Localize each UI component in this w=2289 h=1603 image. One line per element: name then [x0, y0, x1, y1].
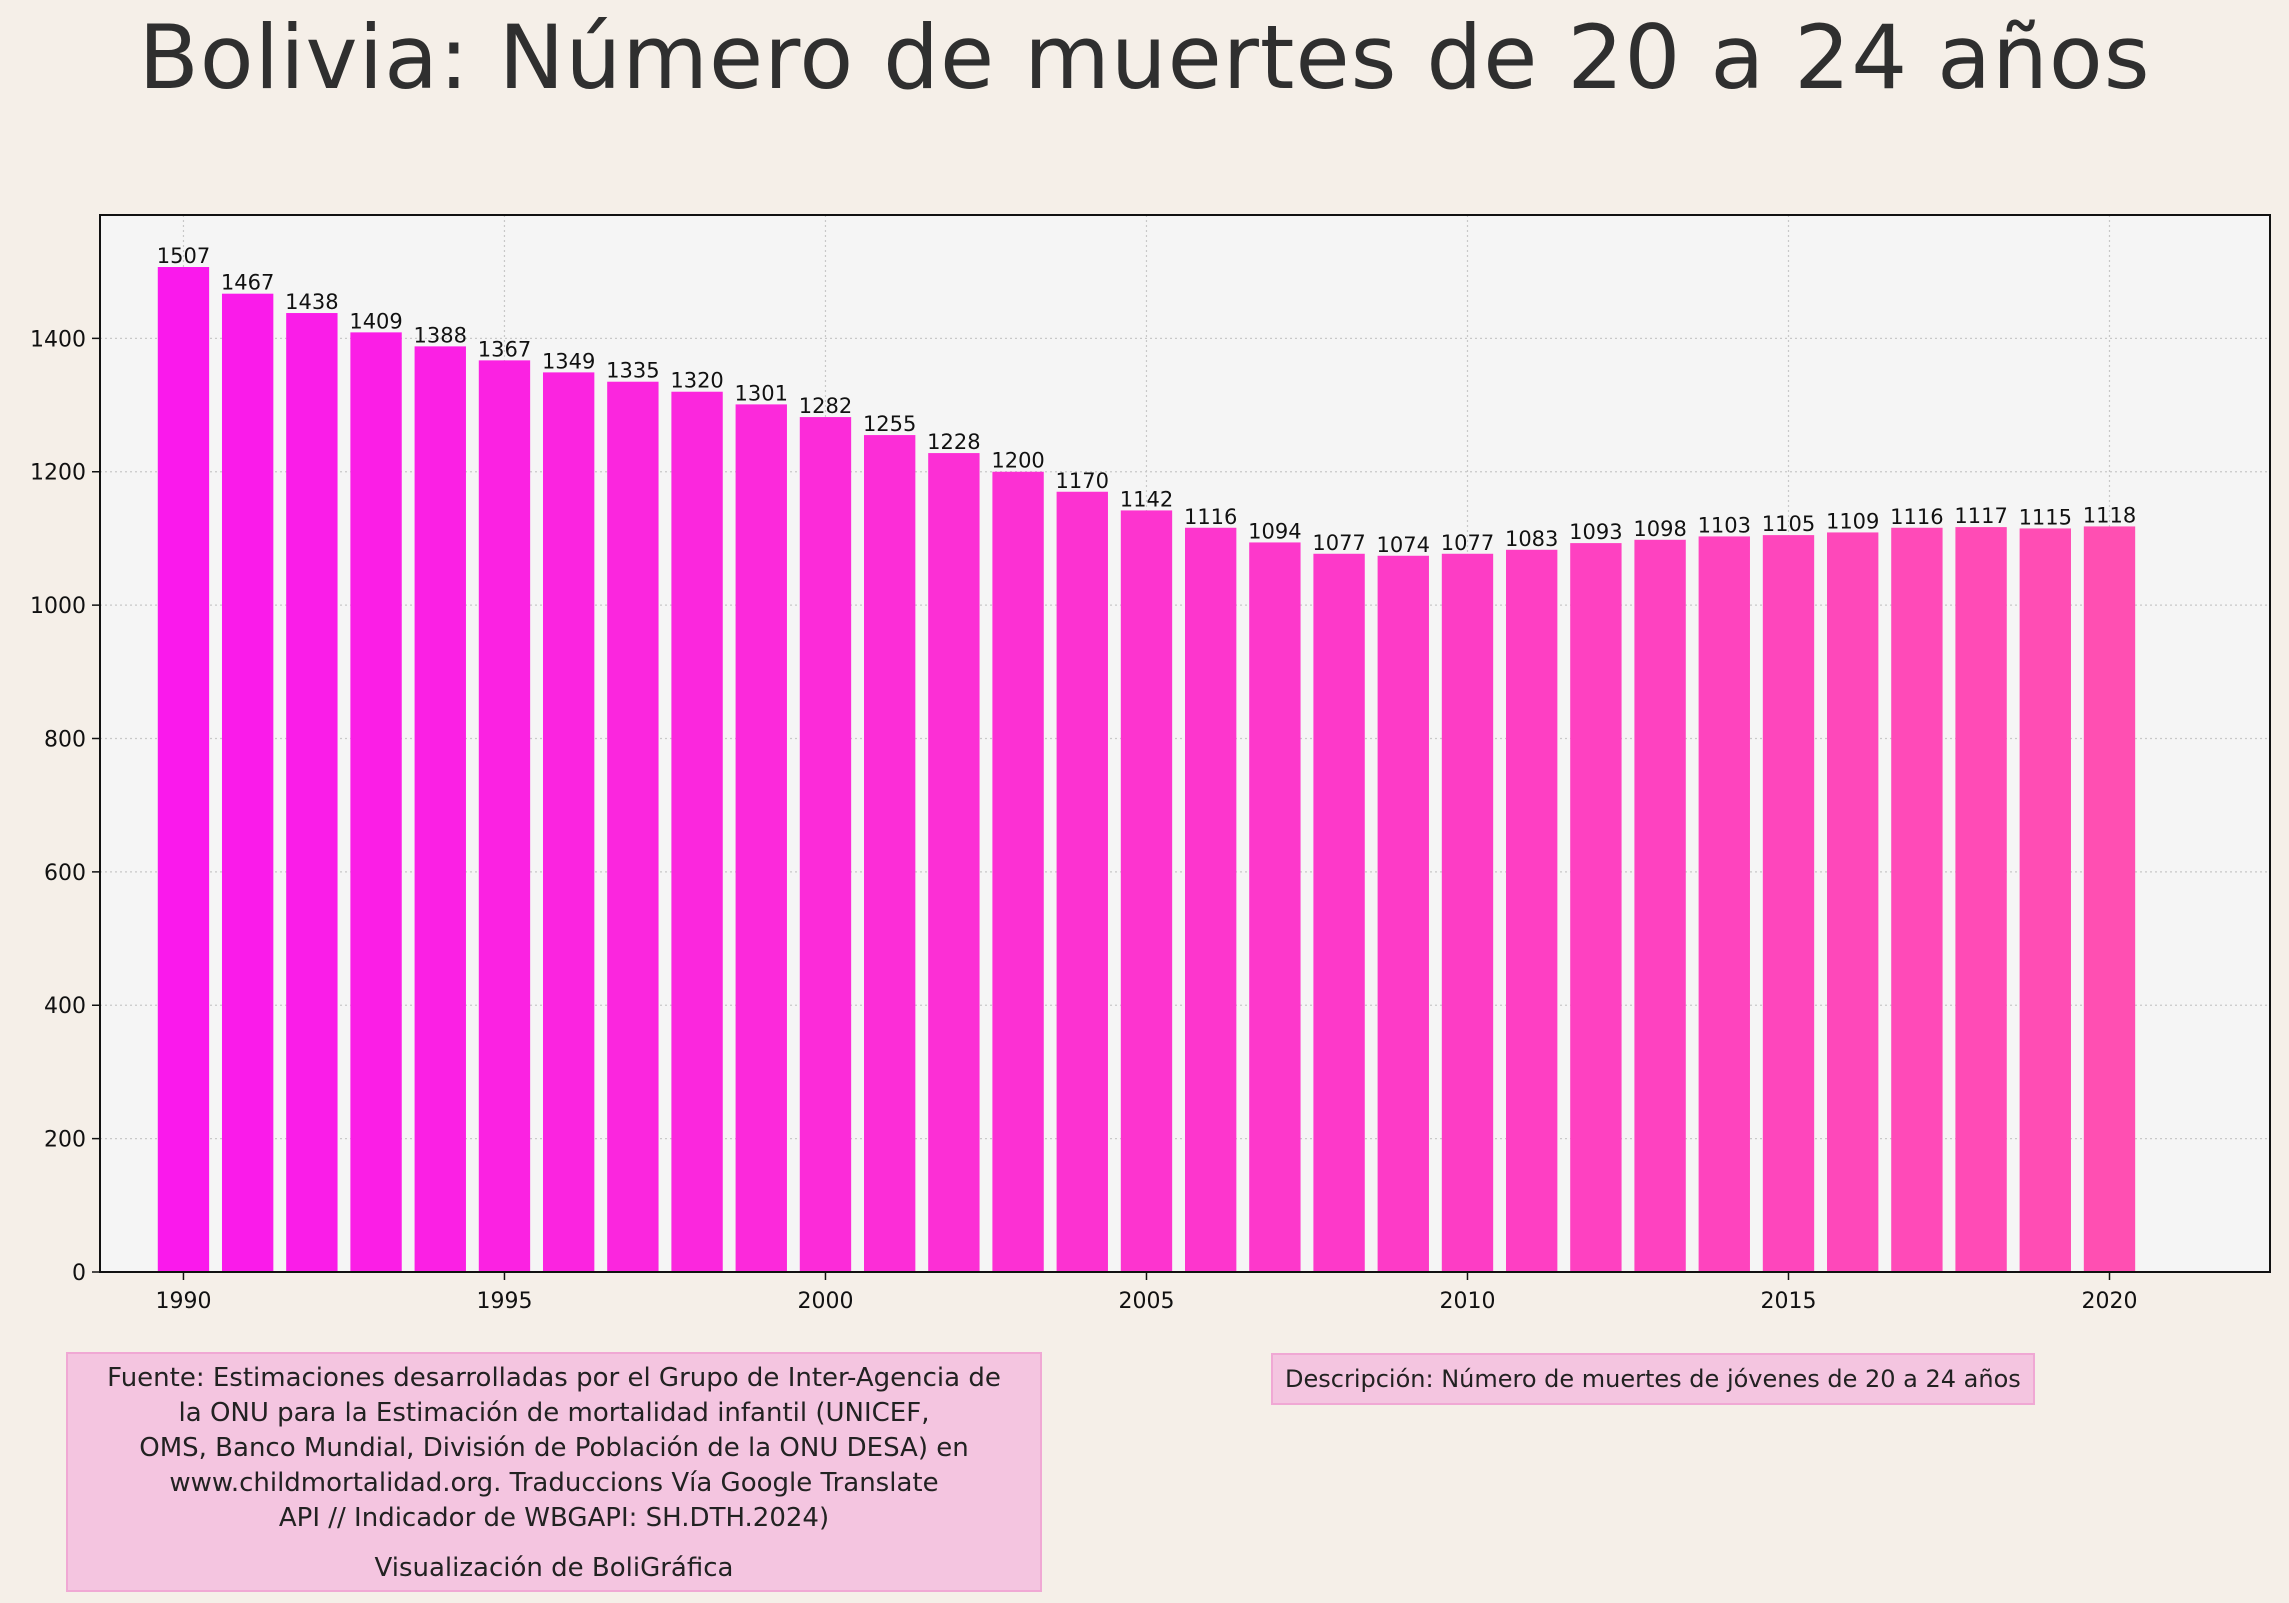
bar-2001	[863, 435, 916, 1272]
bar-2000	[799, 417, 852, 1272]
bar-label-2020: 1118	[2083, 503, 2136, 527]
bar-2011	[1506, 549, 1558, 1272]
chart-title: Bolivia: Número de muertes de 20 a 24 añ…	[138, 6, 2151, 109]
bar-1998	[671, 391, 723, 1272]
bar-label-2010: 1077	[1441, 531, 1494, 555]
x-tick-label: 1990	[155, 1289, 211, 1314]
bar-label-1990: 1507	[157, 244, 210, 268]
bar-1993	[350, 332, 402, 1272]
y-tick-label: 400	[44, 994, 86, 1019]
bar-label-2005: 1142	[1120, 487, 1173, 511]
bar-2002	[928, 453, 980, 1272]
bar-1992	[286, 313, 338, 1273]
bar-2006	[1185, 527, 1237, 1272]
description-box: Descripción: Número de muertes de jóvene…	[1271, 1353, 2035, 1405]
bar-2009	[1377, 555, 1429, 1272]
y-tick-label: 1200	[30, 461, 86, 486]
y-tick-label: 1000	[30, 594, 86, 619]
bar-label-2004: 1170	[1056, 469, 1109, 493]
y-tick-label: 200	[44, 1128, 86, 1153]
bar-1991	[221, 293, 274, 1272]
bar-label-2007: 1094	[1248, 519, 1301, 543]
x-tick-label: 2020	[2081, 1289, 2137, 1314]
bar-label-2019: 1115	[2019, 505, 2072, 529]
bar-label-2012: 1093	[1569, 520, 1622, 544]
plot-frame	[99, 214, 2271, 1273]
y-tick-label: 800	[44, 727, 86, 752]
y-tick-label: 0	[72, 1261, 86, 1286]
bar-label-1993: 1409	[349, 309, 402, 333]
bar-label-1999: 1301	[735, 381, 788, 405]
bar-2004	[1056, 491, 1108, 1273]
bar-label-1996: 1349	[542, 349, 595, 373]
x-tick-label: 2005	[1118, 1289, 1174, 1314]
bar-label-2011: 1083	[1505, 527, 1558, 551]
bar-1994	[414, 346, 466, 1272]
y-tick-label: 600	[44, 861, 86, 886]
bar-2010	[1441, 553, 1494, 1272]
bar-label-2001: 1255	[863, 412, 916, 436]
bar-2007	[1249, 542, 1301, 1272]
bar-label-2008: 1077	[1312, 531, 1365, 555]
x-tick-label: 1995	[476, 1289, 532, 1314]
bar-label-2015: 1105	[1762, 512, 1815, 536]
y-axis: 0 200 400 600 800 1000 1200 1400	[30, 327, 100, 1286]
bar-label-1992: 1438	[285, 290, 338, 314]
bar-2020	[2083, 526, 2136, 1272]
x-tick-label: 2010	[1439, 1289, 1495, 1314]
bar-labels: 1507 1467 1438 1409 1388 1367 1349 1335 1320 1301…	[157, 244, 2136, 557]
bar-2013	[1634, 539, 1686, 1272]
y-tick-label: 1400	[30, 327, 86, 352]
bars	[157, 267, 2136, 1273]
credit-text: Visualización de BoliGráfica	[374, 1553, 734, 1583]
bar-2018	[1955, 527, 2007, 1272]
bar-label-1998: 1320	[670, 369, 723, 393]
bar-1997	[607, 381, 659, 1272]
bar-2014	[1698, 536, 1750, 1272]
bar-1999	[735, 404, 787, 1272]
bar-1996	[542, 372, 595, 1273]
bar-label-2016: 1109	[1826, 509, 1879, 533]
bar-label-2006: 1116	[1184, 505, 1237, 529]
bar-label-2002: 1228	[927, 430, 980, 454]
bar-1990	[157, 267, 210, 1272]
bar-label-1995: 1367	[478, 337, 531, 361]
bar-2005	[1120, 510, 1173, 1272]
bar-2017	[1891, 527, 1943, 1272]
source-text: Fuente: Estimaciones desarrolladas por e…	[107, 1363, 1001, 1533]
bar-label-2014: 1103	[1698, 513, 1751, 537]
bar-label-2000: 1282	[799, 394, 852, 418]
bar-2016	[1827, 532, 1879, 1272]
bar-label-2003: 1200	[991, 449, 1044, 473]
bar-2015	[1762, 535, 1815, 1272]
source-box: Fuente: Estimaciones desarrolladas por e…	[66, 1352, 1042, 1592]
bar-label-2013: 1098	[1633, 517, 1686, 541]
bar-2019	[2019, 528, 2071, 1272]
bar-label-1994: 1388	[414, 323, 467, 347]
bar-1995	[478, 360, 531, 1273]
x-tick-label: 2015	[1760, 1289, 1816, 1314]
x-axis: 1990 1995 2000 2005 2010 2015 2020	[155, 1272, 2137, 1314]
bar-2008	[1313, 553, 1365, 1272]
bar-label-1997: 1335	[606, 359, 659, 383]
bar-label-1991: 1467	[221, 271, 274, 295]
x-tick-label: 2000	[797, 1289, 853, 1314]
bar-2003	[992, 471, 1044, 1272]
bar-2012	[1570, 543, 1622, 1272]
bar-label-2018: 1117	[1954, 504, 2007, 528]
bar-label-2017: 1116	[1890, 505, 1943, 529]
bar-label-2009: 1074	[1377, 533, 1430, 557]
